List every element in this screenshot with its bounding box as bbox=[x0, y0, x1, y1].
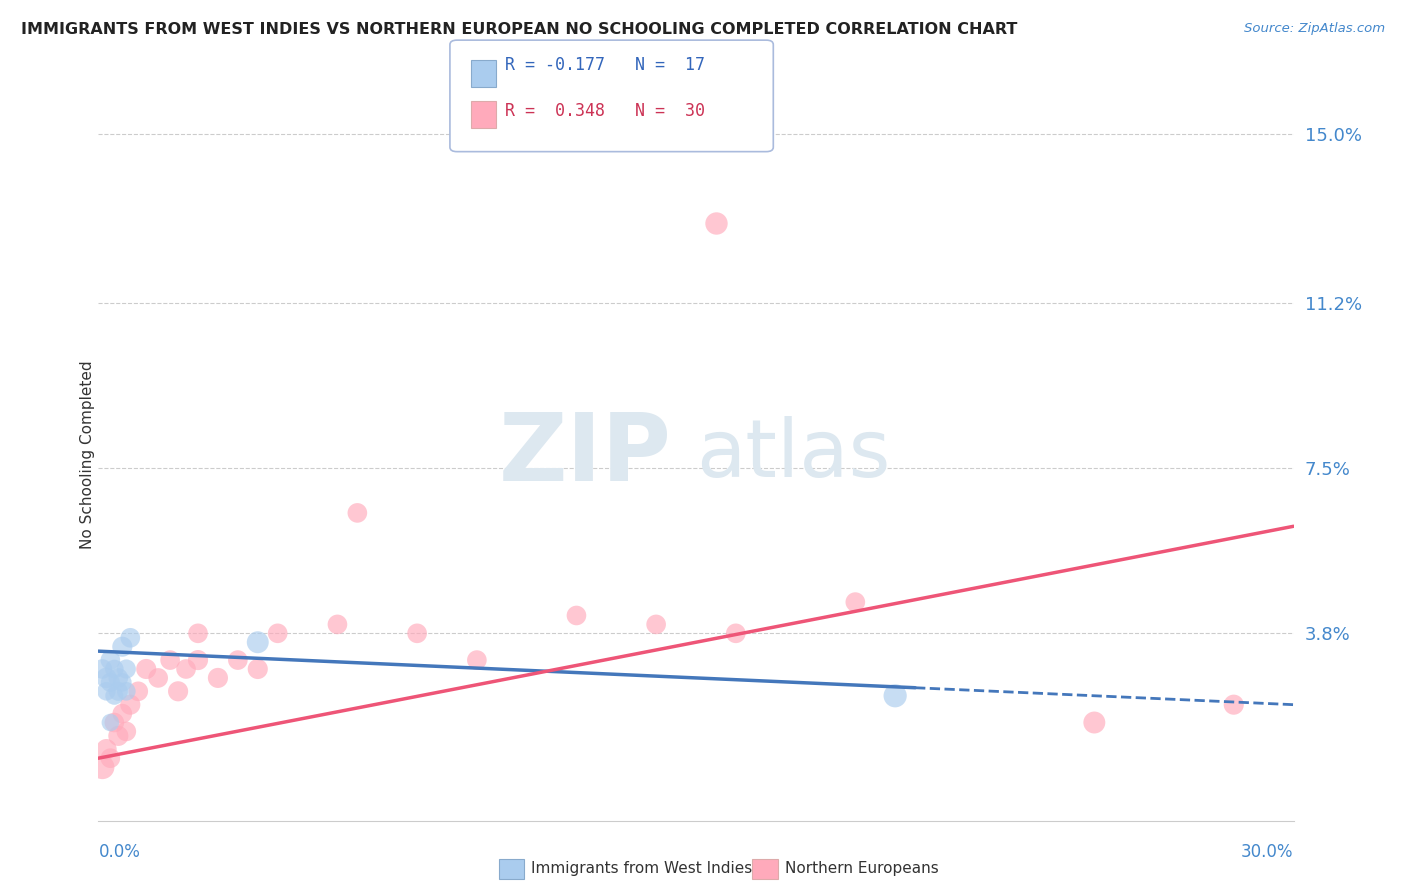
Point bbox=[98, 675, 122, 690]
Point bbox=[91, 662, 114, 676]
Point bbox=[91, 760, 114, 774]
Text: R = -0.177   N =  17: R = -0.177 N = 17 bbox=[505, 56, 704, 74]
Text: Northern Europeans: Northern Europeans bbox=[785, 862, 938, 876]
Point bbox=[645, 617, 668, 632]
Point bbox=[406, 626, 429, 640]
Point bbox=[96, 684, 118, 698]
Point bbox=[148, 671, 170, 685]
Point bbox=[98, 751, 122, 765]
Text: ZIP: ZIP bbox=[499, 409, 672, 501]
Point bbox=[107, 671, 129, 685]
Point bbox=[565, 608, 588, 623]
Point bbox=[103, 715, 125, 730]
Point bbox=[103, 662, 125, 676]
Point bbox=[246, 662, 269, 676]
Point bbox=[465, 653, 488, 667]
Point bbox=[96, 742, 118, 756]
Point bbox=[120, 631, 142, 645]
Point bbox=[267, 626, 290, 640]
Point bbox=[187, 653, 209, 667]
Point bbox=[844, 595, 866, 609]
Point bbox=[326, 617, 349, 632]
Point bbox=[115, 724, 138, 739]
Point bbox=[346, 506, 368, 520]
Text: IMMIGRANTS FROM WEST INDIES VS NORTHERN EUROPEAN NO SCHOOLING COMPLETED CORRELAT: IMMIGRANTS FROM WEST INDIES VS NORTHERN … bbox=[21, 22, 1018, 37]
Point bbox=[884, 689, 907, 703]
Text: 30.0%: 30.0% bbox=[1241, 843, 1294, 861]
Point bbox=[111, 706, 134, 721]
Point bbox=[127, 684, 149, 698]
Point bbox=[246, 635, 269, 649]
Point bbox=[120, 698, 142, 712]
Point bbox=[111, 675, 134, 690]
Point bbox=[115, 684, 138, 698]
Text: Source: ZipAtlas.com: Source: ZipAtlas.com bbox=[1244, 22, 1385, 36]
Text: 0.0%: 0.0% bbox=[98, 843, 141, 861]
Point bbox=[724, 626, 747, 640]
Point bbox=[1083, 715, 1105, 730]
Point bbox=[167, 684, 190, 698]
Point bbox=[107, 684, 129, 698]
Point bbox=[103, 689, 125, 703]
Point bbox=[1222, 698, 1246, 712]
Y-axis label: No Schooling Completed: No Schooling Completed bbox=[80, 360, 94, 549]
Point bbox=[98, 715, 122, 730]
Point bbox=[96, 671, 118, 685]
Point bbox=[98, 653, 122, 667]
Point bbox=[135, 662, 157, 676]
Point bbox=[207, 671, 229, 685]
Point bbox=[111, 640, 134, 654]
Point bbox=[115, 662, 138, 676]
Text: Immigrants from West Indies: Immigrants from West Indies bbox=[531, 862, 752, 876]
Point bbox=[226, 653, 249, 667]
Point bbox=[187, 626, 209, 640]
Point bbox=[107, 729, 129, 743]
Text: R =  0.348   N =  30: R = 0.348 N = 30 bbox=[505, 103, 704, 120]
Point bbox=[159, 653, 181, 667]
Text: atlas: atlas bbox=[696, 416, 890, 494]
Point bbox=[174, 662, 197, 676]
Point bbox=[704, 216, 727, 230]
